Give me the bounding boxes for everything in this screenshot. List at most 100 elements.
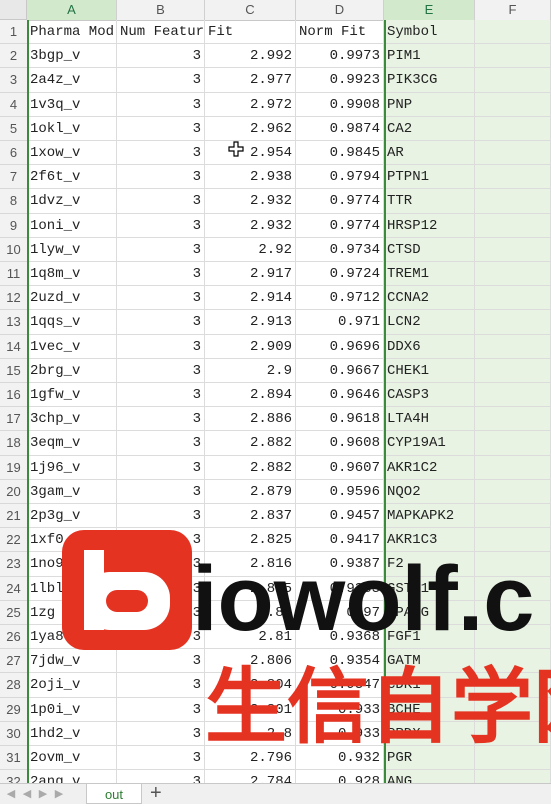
add-sheet-button[interactable]: +	[150, 782, 162, 804]
row-header[interactable]: 1	[0, 20, 27, 45]
table-cell[interactable]: 3	[117, 310, 205, 335]
table-cell[interactable]: 0.9667	[296, 358, 384, 383]
table-cell[interactable]: 1vec_v	[27, 334, 117, 359]
table-cell[interactable]	[475, 141, 551, 166]
table-cell[interactable]: 3	[117, 479, 205, 504]
table-cell[interactable]: 2.913	[205, 310, 296, 335]
table-cell[interactable]	[475, 116, 551, 141]
table-cell[interactable]: DDX6	[384, 334, 475, 359]
row-header[interactable]: 12	[0, 286, 27, 311]
table-cell[interactable]	[475, 213, 551, 238]
table-cell[interactable]	[475, 479, 551, 504]
row-header[interactable]: 2	[0, 44, 27, 69]
table-cell[interactable]: 3	[117, 697, 205, 722]
table-cell[interactable]: 3	[117, 431, 205, 456]
table-cell[interactable]: 2.801	[205, 697, 296, 722]
row-header[interactable]: 19	[0, 455, 27, 480]
table-cell[interactable]: 1lyw_v	[27, 237, 117, 262]
table-cell[interactable]: 3	[117, 92, 205, 117]
table-cell[interactable]	[475, 455, 551, 480]
table-cell[interactable]: 3	[117, 262, 205, 287]
table-cell[interactable]: 2.806	[205, 649, 296, 674]
table-cell[interactable]: 2.932	[205, 189, 296, 214]
row-header[interactable]: 8	[0, 189, 27, 214]
table-cell[interactable]: 3chp_v	[27, 407, 117, 432]
table-cell[interactable]: LCN2	[384, 310, 475, 335]
last-sheet-icon[interactable]: ▶	[54, 788, 64, 800]
table-cell[interactable]: 0.9646	[296, 383, 384, 408]
table-cell[interactable]: 2.92	[205, 237, 296, 262]
table-cell[interactable]: 3	[117, 600, 205, 625]
column-header-a[interactable]: A	[27, 0, 117, 20]
table-cell[interactable]: 2.882	[205, 431, 296, 456]
table-cell[interactable]: 2p3g_v	[27, 504, 117, 529]
row-header[interactable]: 21	[0, 504, 27, 529]
row-header[interactable]: 18	[0, 431, 27, 456]
table-cell[interactable]: 2ang_v	[27, 770, 117, 783]
table-cell[interactable]	[475, 165, 551, 190]
table-cell[interactable]	[475, 431, 551, 456]
row-header[interactable]: 7	[0, 165, 27, 190]
row-header[interactable]: 28	[0, 673, 27, 698]
table-cell[interactable]: 3	[117, 68, 205, 93]
table-cell[interactable]: LTA4H	[384, 407, 475, 432]
table-cell[interactable]: 0.9908	[296, 92, 384, 117]
table-cell[interactable]: 0.9923	[296, 68, 384, 93]
table-cell[interactable]	[475, 383, 551, 408]
table-cell[interactable]: 0.9347	[296, 673, 384, 698]
table-cell[interactable]: 0.9973	[296, 44, 384, 69]
header-cell[interactable]: Norm Fit	[296, 20, 384, 45]
table-cell[interactable]: 0.9696	[296, 334, 384, 359]
row-header[interactable]: 5	[0, 116, 27, 141]
table-cell[interactable]: 0.9383	[296, 576, 384, 601]
table-cell[interactable]: 3	[117, 383, 205, 408]
table-cell[interactable]: 2.938	[205, 165, 296, 190]
table-cell[interactable]: TREM1	[384, 262, 475, 287]
select-all-corner[interactable]	[0, 0, 27, 20]
table-cell[interactable]: 2.932	[205, 213, 296, 238]
row-header[interactable]: 3	[0, 68, 27, 93]
table-cell[interactable]: 2.886	[205, 407, 296, 432]
table-cell[interactable]: GATM	[384, 649, 475, 674]
table-cell[interactable]	[475, 44, 551, 69]
table-cell[interactable]: 3	[117, 746, 205, 771]
table-cell[interactable]	[475, 358, 551, 383]
table-cell[interactable]	[475, 649, 551, 674]
row-header[interactable]: 16	[0, 383, 27, 408]
table-cell[interactable]: CCNA2	[384, 286, 475, 311]
table-cell[interactable]: PRDX	[384, 721, 475, 746]
table-cell[interactable]: GSTP1	[384, 576, 475, 601]
table-cell[interactable]: 0.9596	[296, 479, 384, 504]
table-cell[interactable]: 0.9874	[296, 116, 384, 141]
table-cell[interactable]: BCHE	[384, 697, 475, 722]
table-cell[interactable]: 0.97	[296, 600, 384, 625]
row-header[interactable]: 9	[0, 213, 27, 238]
table-cell[interactable]: 2.882	[205, 455, 296, 480]
table-cell[interactable]: 2.81	[205, 600, 296, 625]
table-cell[interactable]: 3	[117, 165, 205, 190]
table-cell[interactable]: 3	[117, 455, 205, 480]
table-cell[interactable]: 1oni_v	[27, 213, 117, 238]
table-cell[interactable]: 1xf0_v	[27, 528, 117, 553]
row-header[interactable]: 20	[0, 479, 27, 504]
prev-sheet-icon[interactable]: ◀	[22, 788, 32, 800]
column-header-d[interactable]: D	[296, 0, 384, 20]
table-cell[interactable]	[475, 625, 551, 650]
table-cell[interactable]	[475, 770, 551, 783]
table-cell[interactable]: 3	[117, 649, 205, 674]
table-cell[interactable]: 0.9457	[296, 504, 384, 529]
table-cell[interactable]: 1lbl	[27, 576, 117, 601]
table-cell[interactable]: 0.9774	[296, 213, 384, 238]
table-cell[interactable]: 1p0i_v	[27, 697, 117, 722]
table-cell[interactable]	[475, 504, 551, 529]
table-cell[interactable]	[475, 189, 551, 214]
table-cell[interactable]: 1v3q_v	[27, 92, 117, 117]
table-cell[interactable]: 3	[117, 358, 205, 383]
table-cell[interactable]: PTPN1	[384, 165, 475, 190]
table-cell[interactable]: 3	[117, 552, 205, 577]
table-cell[interactable]: 3	[117, 334, 205, 359]
table-cell[interactable]: HRSP12	[384, 213, 475, 238]
table-cell[interactable]: 2.894	[205, 383, 296, 408]
table-cell[interactable]: AR	[384, 141, 475, 166]
table-cell[interactable]	[475, 286, 551, 311]
